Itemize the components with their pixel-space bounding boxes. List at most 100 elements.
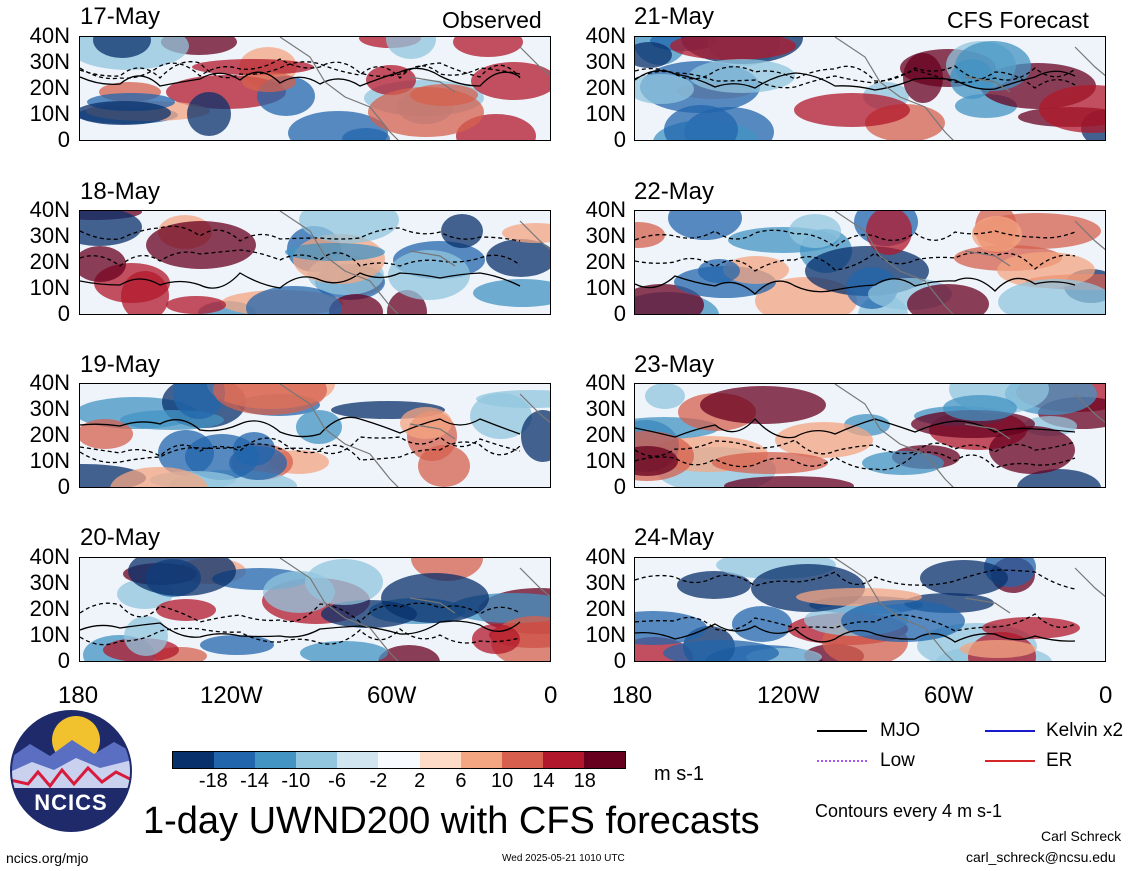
y-axis-label: 20N [29,596,70,621]
legend-mjo-label: MJO [880,720,921,741]
anomaly-blob [700,386,826,424]
anomaly-blob [775,422,873,458]
anomaly-blob [110,467,208,487]
colorbar-swatch [419,752,461,768]
mjo-contour [80,61,521,79]
footer-timestamp: Wed 2025-05-21 1010 UTC [502,853,625,864]
mjo-contour [635,439,1076,457]
y-axis-label: 10N [585,622,626,647]
colorbar-label: 14 [532,770,555,792]
anomaly-blob [502,223,550,243]
mjo-contour [80,436,521,457]
anomaly-blob [299,211,399,243]
y-axis-label: 20N [29,75,70,100]
colorbar-label: -18 [198,770,228,792]
y-axis-label: 40N [585,544,626,569]
footer-email: carl_schreck@ncsu.edu [966,849,1116,865]
y-axis-label: 20N [29,249,70,274]
anomaly-blob [441,214,483,248]
y-axis-label: 10N [29,275,70,300]
y-axis-label: 0 [57,474,70,499]
mjo-contour [80,272,521,289]
y-axis-label: 0 [613,301,626,326]
anomaly-blob [943,395,1017,421]
map-panel-fc-4 [634,557,1106,662]
coastline [279,37,550,140]
anomaly-blob [80,101,171,125]
colorbar-units: m s-1 [654,763,704,785]
y-axis-label: 40N [585,23,626,48]
anomaly-blob [998,279,1105,314]
y-axis-label: 0 [613,474,626,499]
legend-er-label: ER [1046,750,1073,771]
anomaly-blob [960,640,1036,658]
mjo-contour [80,225,521,242]
y-axis-label: 40N [29,544,70,569]
x-label-180-left: 180 [58,682,99,709]
coastline [279,558,550,661]
y-axis-label: 20N [585,75,626,100]
x-label-120w-right: 120W [757,682,820,709]
x-label-120w-left: 120W [200,682,263,709]
anomaly-blob [192,59,314,75]
anomaly-blob [80,211,142,246]
y-axis-label: 20N [29,422,70,447]
anomaly-blob [410,84,478,106]
coastline [834,37,1105,140]
mjo-contour [635,69,1076,89]
date-label-obs-2: 18-May [80,178,161,205]
mjo-contour [80,627,521,646]
anomaly-blob [664,105,738,140]
footer-author: Carl Schreck [1041,828,1122,844]
anomaly-blob [698,259,740,283]
anomaly-blob [386,37,436,59]
mjo-contour [635,569,1076,590]
y-axis-label: 20N [585,249,626,274]
anomaly-blob [677,571,751,599]
anomaly-blob [907,284,989,314]
y-axis-label: 10N [29,622,70,647]
anomaly-blob [670,37,796,60]
colorbar-label: 10 [491,770,514,792]
anomaly-blob [635,42,672,68]
anomaly-blob [80,246,126,282]
anomaly-blob [635,611,707,645]
legend-low-label: Low [880,750,915,771]
date-label-fc-2: 22-May [634,178,715,205]
anomaly-blob [972,216,1022,252]
legend-kelvin-line [985,730,1035,732]
figure-title: 1-day UWND200 with CFS forecasts [143,800,760,842]
mjo-contour [80,602,521,623]
y-axis-label: 10N [29,101,70,126]
mjo-contour [635,613,1076,632]
map-shading [635,211,1105,314]
legend-mjo-line [817,730,867,732]
map-shading [80,384,550,487]
map-shading [635,37,1105,140]
map-panel-fc-1 [634,36,1106,141]
anomaly-blob [305,559,383,605]
anomaly-blob [689,59,795,93]
x-label-0-left: 0 [544,682,558,709]
colorbar-swatch [214,752,256,768]
mjo-contour [80,441,521,464]
anomaly-blob [866,211,912,255]
y-axis-label: 40N [29,197,70,222]
mjo-contour [80,67,521,87]
anomaly-blob [187,92,231,136]
colorbar-swatch [501,752,543,768]
mjo-contour [635,275,1076,295]
colorbar-label: 6 [455,770,467,792]
anomaly-blob [668,211,742,240]
y-axis-label: 10N [585,448,626,473]
y-axis-label: 0 [613,127,626,152]
colorbar-label: 18 [573,770,596,792]
anomaly-blob [121,271,169,314]
anomaly-blob [521,410,550,462]
anomaly-blob [712,452,828,474]
colorbar-label: -10 [281,770,311,792]
y-axis-label: 40N [585,370,626,395]
colorbar-swatch [173,752,215,768]
anomaly-blob [329,294,383,314]
anomaly-blob [229,446,287,480]
